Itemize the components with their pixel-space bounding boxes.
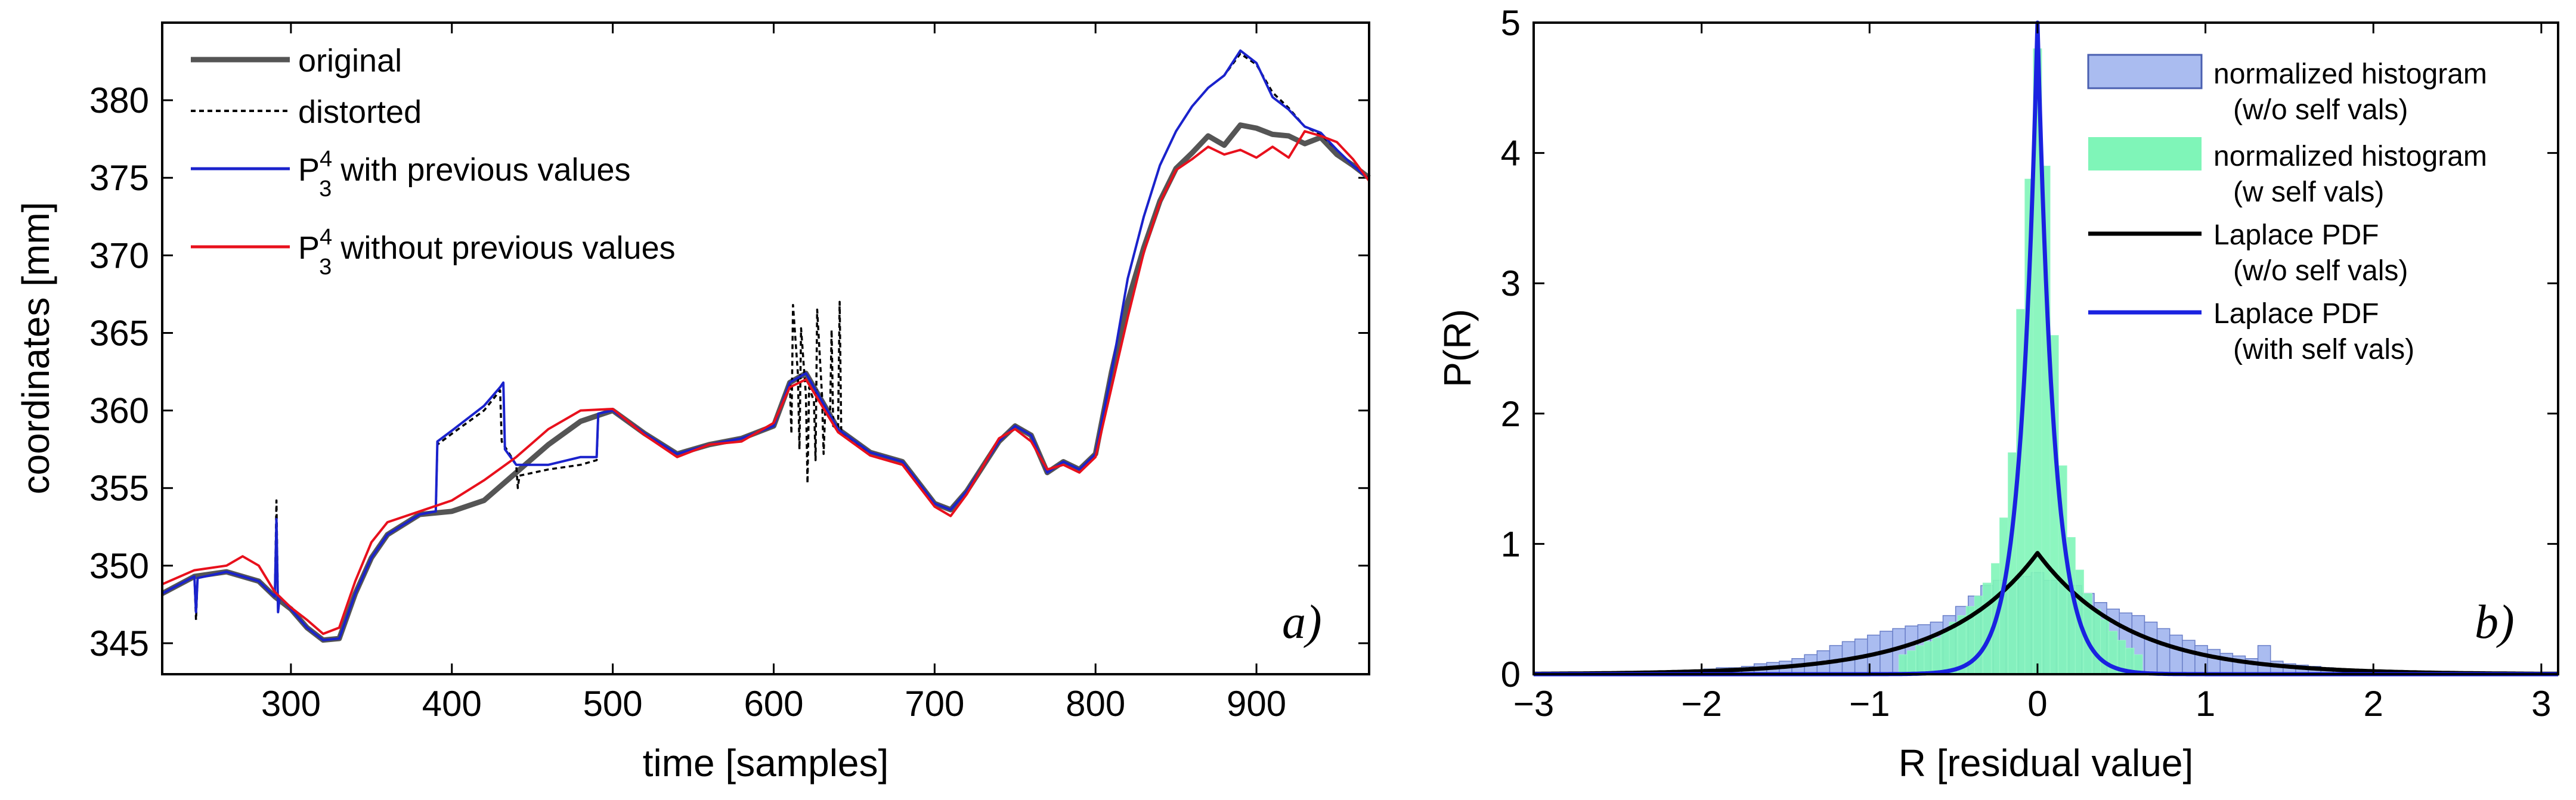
chart-a-legend: original distorted P4 3 with previous val…: [191, 43, 676, 280]
x-tick-label: 0: [2027, 684, 2047, 724]
x-tick-label: 2: [2364, 684, 2383, 724]
x-tick-label: 600: [744, 684, 803, 724]
hist-bar-with-self: [1915, 645, 1925, 675]
chart-b-panel-label: b): [2475, 596, 2515, 649]
x-tick-label: −1: [1849, 684, 1890, 724]
chart-b-legend: normalized histogram (w/o self vals) nor…: [2087, 54, 2487, 365]
legend-sublabel-hist-without-self: (w/o self vals): [2233, 94, 2408, 126]
pdf-line-without-self: [1533, 551, 2559, 676]
x-tick-label: 900: [1227, 684, 1286, 724]
legend-label-without-previous: P4 3 without previous values: [298, 225, 676, 280]
legend-swatch-hist-without-self: [2087, 54, 2203, 89]
hist-bar-without-self: [2144, 621, 2158, 675]
hist-bar-with-self: [1932, 637, 1942, 675]
chart-a-x-tick-labels: 300 400 500 600 700 800 900: [261, 684, 1286, 724]
hist-bar-with-self: [1899, 654, 1908, 675]
y-tick-label: 0: [1501, 655, 1521, 694]
series-line-0: [160, 122, 1371, 643]
chart-a-xlabel: time [samples]: [643, 742, 889, 785]
legend-label-with-previous: P4 3 with previous values: [298, 147, 631, 201]
y-tick-label: 350: [89, 546, 149, 586]
x-tick-label: 800: [1066, 684, 1125, 724]
hist-bar-with-self: [1907, 650, 1916, 675]
legend-swatch-hist-with-self: [2088, 137, 2202, 170]
chart-a-y-tick-labels: 345 350 355 360 365 370 375 380: [89, 80, 149, 663]
x-tick-label: 400: [422, 684, 482, 724]
legend-label-pdf-with-self: Laplace PDF: [2213, 298, 2379, 330]
legend-label-original: original: [298, 43, 402, 79]
hist-bar-with-self: [1940, 631, 1950, 675]
chart-a-ylabel: coordinates [mm]: [14, 202, 57, 495]
chart-b-y-tick-labels: 0 1 2 3 4 5: [1501, 3, 1521, 694]
hist-bar-without-self: [2207, 649, 2221, 675]
legend-sublabel-hist-with-self: (w self vals): [2233, 176, 2384, 208]
y-tick-label: 345: [89, 624, 149, 663]
chart-a: 300 400 500 600 700 800 900 345 350 355 360 365 370…: [14, 21, 1371, 785]
y-tick-label: 360: [89, 391, 149, 431]
legend-sublabel-pdf-with-self: (with self vals): [2233, 334, 2414, 365]
hist-bar-with-self: [1924, 641, 1933, 675]
y-tick-label: 5: [1501, 3, 1521, 43]
y-tick-label: 3: [1501, 263, 1521, 303]
chart-a-tick-marks: [162, 23, 1369, 674]
x-tick-label: −3: [1513, 684, 1554, 724]
legend-suffix: without previous values: [332, 230, 675, 266]
chart-a-panel-label: a): [1282, 596, 1322, 649]
chart-b-xlabel: R [residual value]: [1899, 742, 2193, 785]
hist-bar-with-self: [2091, 609, 2101, 675]
chart-a-frame: [161, 21, 1370, 675]
y-tick-label: 375: [89, 158, 149, 198]
chart-b: −3 −2 −1 0 1 2 3 0 1 2 3 4 5 R [residual value] P(R…: [1436, 3, 2559, 785]
y-tick-label: 365: [89, 313, 149, 353]
hist-bar-without-self: [2257, 645, 2271, 675]
y-tick-label: 370: [89, 235, 149, 275]
series-line-3: [162, 130, 1370, 635]
chart-b-frame: [1532, 21, 2559, 675]
legend-subscript: 3: [319, 176, 332, 201]
x-tick-label: 500: [583, 684, 643, 724]
series-line-2: [162, 49, 1370, 641]
chart-a-series: [160, 49, 1371, 643]
y-tick-label: 2: [1501, 394, 1521, 434]
series-line-1: [162, 52, 1370, 641]
x-tick-label: −2: [1681, 684, 1722, 724]
legend-subscript: 3: [319, 255, 332, 280]
hist-bar-without-self: [2156, 628, 2171, 675]
hist-bar-without-self: [2182, 640, 2196, 675]
hist-bar-with-self: [1982, 582, 1992, 675]
hist-bar-without-self: [2169, 634, 2183, 675]
x-tick-label: 700: [905, 684, 964, 724]
legend-superscript: 4: [320, 147, 332, 172]
y-tick-label: 1: [1501, 524, 1521, 564]
legend-sublabel-pdf-without-self: (w/o self vals): [2233, 255, 2408, 287]
legend-p-symbol: P: [298, 230, 320, 266]
legend-superscript: 4: [320, 225, 332, 250]
legend-label-pdf-without-self: Laplace PDF: [2213, 219, 2379, 251]
y-tick-label: 380: [89, 80, 149, 120]
legend-p-symbol: P: [298, 152, 320, 188]
legend-label-hist-with-self: normalized histogram: [2213, 141, 2487, 172]
chart-b-ylabel: P(R): [1436, 309, 1479, 387]
chart-b-x-tick-labels: −3 −2 −1 0 1 2 3: [1513, 684, 2552, 724]
y-tick-label: 4: [1501, 134, 1521, 173]
x-tick-label: 1: [2196, 684, 2215, 724]
x-tick-label: 3: [2531, 684, 2551, 724]
legend-label-distorted: distorted: [298, 94, 422, 130]
y-tick-label: 355: [89, 469, 149, 508]
x-tick-label: 300: [261, 684, 321, 724]
legend-label-hist-without-self: normalized histogram: [2213, 58, 2487, 90]
legend-suffix: with previous values: [332, 152, 630, 188]
